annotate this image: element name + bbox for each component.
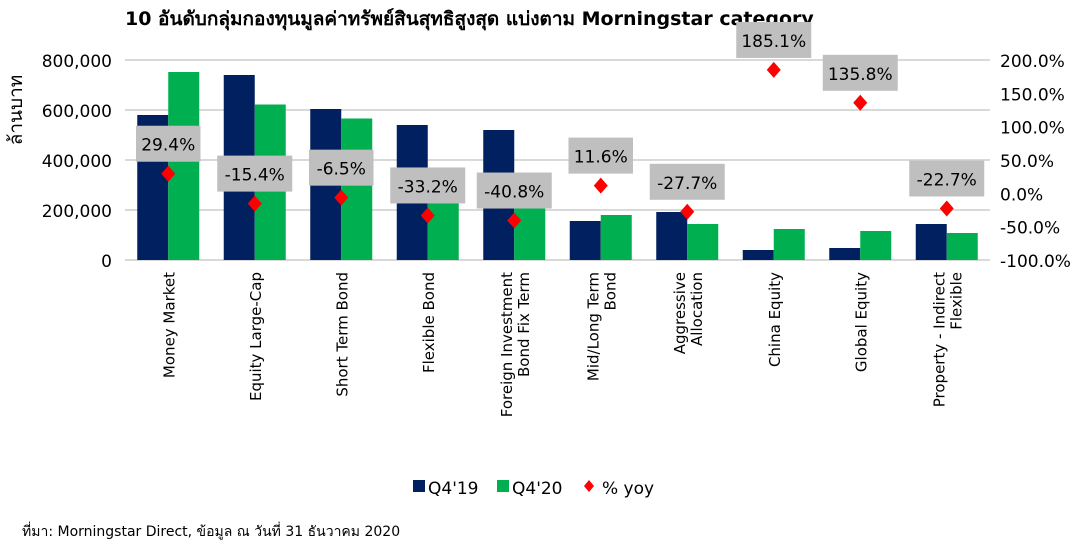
y2-tick-label: -50.0% <box>1000 219 1060 239</box>
category-label: Global Equity <box>852 272 870 372</box>
yoy-label: 135.8% <box>828 65 893 85</box>
yoy-label: 11.6% <box>574 148 628 168</box>
y2-tick-label: 150.0% <box>1000 85 1065 105</box>
yoy-label-box <box>736 21 812 58</box>
bar-q4-19 <box>656 212 688 260</box>
yoy-point <box>334 189 349 206</box>
yoy-label: -33.2% <box>398 177 458 197</box>
category-label: Flexible Bond <box>420 272 438 373</box>
legend-label-yoy: % yoy <box>602 479 654 499</box>
yoy-label-box <box>309 149 374 186</box>
y-axis-label: ล้านบาท <box>5 75 27 146</box>
y-tick-label: 600,000 <box>42 102 112 122</box>
bar-q4-20 <box>946 233 978 260</box>
y-tick-label: 200,000 <box>42 202 112 222</box>
bar-q4-20 <box>860 231 892 260</box>
yoy-point <box>247 195 262 212</box>
yoy-label-box <box>217 155 293 192</box>
category-label: Bond Fix Term <box>515 272 533 377</box>
category-label: Allocation <box>688 272 706 346</box>
yoy-label-box <box>390 167 466 204</box>
category-label: Money Market <box>160 272 178 378</box>
chart-title: 10 อันดับกลุ่มกองทุนมูลค่าทรัพย์สินสุทธิ… <box>125 8 814 31</box>
bar-q4-19 <box>915 224 947 260</box>
yoy-point <box>507 212 522 229</box>
category-label: Aggressive <box>671 272 689 354</box>
yoy-label: 185.1% <box>741 32 806 52</box>
category-label: Short Term Bond <box>333 272 351 397</box>
bar-q4-20 <box>773 229 805 260</box>
y2-tick-label: 100.0% <box>1000 119 1065 139</box>
legend-swatch-q4-20 <box>497 480 509 492</box>
legend-swatch-q4-19 <box>413 480 425 492</box>
category-label: Property - Indirect <box>930 272 948 407</box>
yoy-point <box>593 177 608 194</box>
source-note: ที่มา: Morningstar Direct, ข้อมูล ณ วันท… <box>22 522 400 540</box>
yoy-point <box>161 165 176 182</box>
y2-tick-label: 50.0% <box>1000 152 1054 172</box>
yoy-point <box>766 61 781 78</box>
y-tick-label: 800,000 <box>42 52 112 72</box>
legend-label-q4-20: Q4'20 <box>512 479 563 499</box>
bar-q4-19 <box>829 248 861 260</box>
bar-q4-19 <box>742 250 774 260</box>
yoy-point <box>853 94 868 111</box>
yoy-label: 29.4% <box>141 136 195 156</box>
y2-tick-label: -100.0% <box>1000 252 1071 272</box>
bar-q4-20 <box>600 215 632 260</box>
yoy-label-box <box>136 125 201 162</box>
yoy-label: -40.8% <box>484 183 544 203</box>
category-label: Mid/Long Term <box>584 272 602 381</box>
yoy-point <box>420 207 435 224</box>
y2-tick-label: 200.0% <box>1000 52 1065 72</box>
yoy-label: -6.5% <box>317 160 366 180</box>
category-label: Equity Large-Cap <box>247 272 265 401</box>
category-label: Foreign Investment <box>498 272 516 417</box>
yoy-label: -22.7% <box>917 170 977 190</box>
yoy-label-box <box>822 54 898 91</box>
bar-q4-19 <box>569 221 601 260</box>
category-label: China Equity <box>766 272 784 367</box>
yoy-label-box <box>909 160 985 197</box>
bar-q4-20 <box>168 72 200 260</box>
yoy-point <box>680 203 695 220</box>
y-tick-label: 400,000 <box>42 152 112 172</box>
yoy-label-box <box>476 172 552 209</box>
bar-q4-20 <box>341 118 373 260</box>
y2-tick-label: 0.0% <box>1000 185 1043 205</box>
yoy-label: -15.4% <box>225 166 285 186</box>
category-label: Flexible <box>947 272 965 330</box>
yoy-label-box <box>649 163 725 200</box>
bar-q4-20 <box>687 224 719 260</box>
yoy-label-box <box>568 137 633 174</box>
yoy-label: -27.7% <box>657 174 717 194</box>
y-tick-label: 0 <box>101 252 112 272</box>
yoy-point <box>939 200 954 217</box>
legend-label-q4-19: Q4'19 <box>428 479 479 499</box>
category-label: Bond <box>601 272 619 311</box>
legend-marker-yoy <box>584 480 594 492</box>
